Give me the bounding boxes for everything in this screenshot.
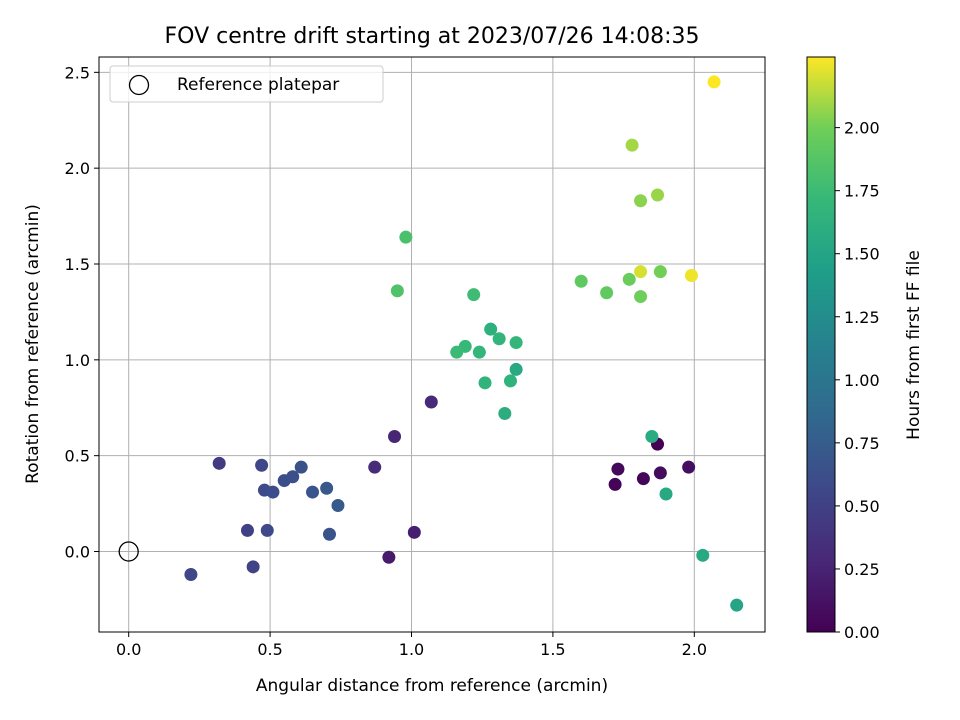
data-point	[682, 460, 696, 474]
data-point	[184, 568, 198, 581]
data-point	[286, 470, 300, 484]
colorbar-tick-label: 1.25	[844, 308, 880, 327]
data-point	[212, 456, 226, 470]
colorbar-ticks: 0.00 0.25 0.50 0.75 1.00 1.25 1.50 1.75 2.00	[835, 119, 880, 642]
legend: Reference platepar	[109, 65, 384, 103]
x-tick-label: 1.0	[399, 640, 424, 659]
y-tick-label: 2.0	[65, 159, 90, 178]
y-tick-label: 2.5	[65, 63, 90, 82]
data-point	[651, 188, 665, 202]
x-tick-label: 0.5	[257, 640, 282, 659]
data-point	[492, 332, 506, 346]
data-point	[246, 560, 260, 574]
data-point	[390, 284, 404, 298]
data-point	[645, 430, 659, 443]
data-point	[467, 288, 481, 302]
x-tick-label: 2.0	[682, 640, 707, 659]
data-point	[478, 376, 492, 390]
x-tick-label: 1.5	[540, 640, 565, 659]
colorbar-tick-label: 0.75	[844, 434, 880, 453]
data-point	[636, 472, 650, 486]
data-point	[450, 345, 464, 359]
data-point	[306, 485, 320, 499]
data-point	[634, 290, 648, 304]
colorbar-frame	[806, 56, 836, 633]
data-point	[684, 269, 698, 282]
x-tick-label: 0.0	[116, 640, 141, 659]
x-axis-title: Angular distance from reference (arcmin)	[256, 676, 608, 696]
colorbar-title: Hours from first FF file	[904, 250, 924, 440]
data-point	[653, 466, 667, 480]
data-point	[625, 138, 639, 152]
data-point	[707, 75, 721, 89]
data-point	[634, 194, 648, 208]
data-point	[331, 499, 345, 512]
colorbar-tick-label: 1.75	[844, 182, 880, 201]
data-point	[659, 487, 673, 501]
data-point	[294, 460, 308, 474]
colorbar-tick-label: 0.50	[844, 497, 880, 516]
data-point	[696, 548, 710, 562]
colorbar-gradient	[807, 57, 835, 632]
data-point	[407, 525, 421, 539]
y-tick-label: 0.0	[65, 543, 90, 562]
data-point	[472, 345, 486, 359]
reference-layer	[118, 541, 139, 562]
colorbar-tick-label: 1.50	[844, 245, 880, 264]
data-point	[600, 286, 614, 300]
data-point	[498, 407, 512, 420]
colorbar-tick-label: 0.00	[844, 623, 880, 642]
y-tick-label: 0.5	[65, 447, 90, 466]
y-tick-label: 1.5	[65, 255, 90, 274]
data-point	[622, 272, 636, 286]
plot-area	[99, 57, 765, 632]
y-axis-ticks: 0.0 0.5 1.0 1.5 2.0 2.5	[65, 63, 99, 562]
data-point	[484, 322, 498, 336]
data-point	[260, 523, 274, 537]
data-point	[424, 395, 438, 409]
data-point	[399, 230, 413, 244]
colorbar-tick-label: 0.25	[844, 560, 880, 579]
chart-title: FOV centre drift starting at 2023/07/26 …	[165, 24, 700, 49]
colorbar-tick-label: 1.00	[844, 371, 880, 390]
legend-label: Reference platepar	[177, 75, 339, 95]
grid-lines	[99, 57, 765, 632]
data-point	[653, 265, 667, 279]
plot-frame	[98, 56, 766, 633]
y-tick-label: 1.0	[65, 351, 90, 370]
data-point	[382, 550, 396, 564]
legend-box	[109, 65, 384, 103]
data-point	[322, 527, 336, 541]
data-point	[255, 458, 269, 472]
data-point	[574, 274, 588, 288]
data-point	[509, 336, 523, 350]
data-point	[266, 485, 280, 499]
colorbar: 0.00 0.25 0.50 0.75 1.00 1.25 1.50 1.75 2.00 Hou…	[806, 56, 924, 642]
data-points	[184, 75, 744, 612]
y-axis-title: Rotation from reference (arcmin)	[23, 204, 43, 484]
colorbar-tick-label: 2.00	[844, 119, 880, 138]
x-axis-ticks: 0.0 0.5 1.0 1.5 2.0	[116, 632, 707, 659]
data-point	[503, 374, 517, 388]
data-point	[368, 460, 382, 474]
legend-reference-marker	[128, 74, 150, 96]
data-point	[388, 430, 402, 443]
data-point	[730, 598, 744, 612]
data-point	[611, 462, 625, 476]
data-point	[608, 477, 622, 491]
data-point	[320, 481, 334, 495]
data-point	[509, 362, 523, 376]
data-point	[240, 523, 254, 537]
data-point	[634, 265, 648, 279]
reference-platepar-marker	[118, 541, 139, 562]
